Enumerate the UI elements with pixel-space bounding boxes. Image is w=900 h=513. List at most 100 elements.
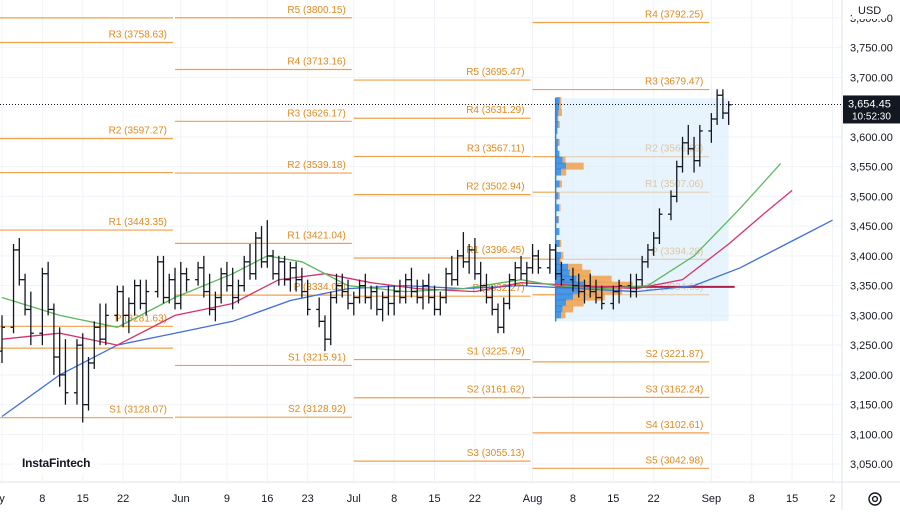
x-tick-label: 9	[224, 493, 230, 505]
volume-bar-buy	[555, 168, 562, 176]
volume-bar-buy	[555, 257, 560, 265]
pivot-label: P (3332.27)	[472, 283, 524, 294]
volume-bar-sell	[559, 228, 560, 236]
volume-bar-buy	[555, 299, 567, 307]
volume-bar-buy	[555, 204, 560, 212]
x-tick-label: 15	[428, 493, 440, 505]
volume-bar-buy	[555, 109, 559, 117]
volume-bar-buy	[555, 120, 559, 128]
volume-bar-sell	[561, 251, 564, 259]
pivot-label: S3 (3162.24)	[646, 384, 704, 395]
volume-bar-buy	[555, 156, 563, 164]
y-tick-label: 3,350.00	[850, 281, 893, 293]
x-tick-label: 15	[77, 493, 89, 505]
price-label: 3,654.45	[848, 98, 891, 110]
volume-bar-buy	[555, 305, 563, 313]
volume-bar-sell	[558, 120, 560, 128]
x-tick-label: Aug	[523, 493, 543, 505]
x-tick-label: 15	[786, 493, 798, 505]
pivot-label: R3 (3679.47)	[645, 77, 703, 88]
watermark-logo: InstaFintech	[14, 452, 99, 474]
volume-bar-sell	[559, 257, 562, 265]
pivot-label: S1 (3128.07)	[109, 405, 167, 416]
volume-bar-sell	[557, 126, 558, 134]
settings-gear-icon[interactable]	[866, 490, 884, 508]
x-tick-label: Jul	[347, 493, 361, 505]
volume-bar-buy	[555, 180, 560, 188]
currency-selector[interactable]: USD	[852, 3, 888, 19]
pivot-label: R1 (3443.35)	[109, 217, 167, 228]
x-tick-label: 16	[261, 493, 273, 505]
pivot-label: R3 (3758.63)	[109, 29, 167, 40]
volume-bar-sell	[558, 138, 560, 146]
pivot-label: R4 (3631.29)	[466, 105, 524, 116]
y-tick-label: 3,600.00	[850, 132, 893, 144]
volume-bar-sell	[561, 168, 567, 176]
volume-bar-buy	[555, 97, 560, 105]
pivot-label: S2 (3221.87)	[646, 349, 704, 360]
pivot-label: R5 (3800.15)	[287, 5, 345, 16]
pivot-label: R2 (3502.94)	[466, 182, 524, 193]
volume-bar-buy	[555, 192, 559, 200]
volume-bar-buy	[555, 144, 558, 152]
x-tick-label: 22	[117, 493, 129, 505]
pivot-label: P (3334.05)	[294, 282, 346, 293]
x-tick-label: 2	[829, 493, 835, 505]
volume-bar-buy	[555, 287, 581, 295]
price-label-box	[843, 95, 900, 124]
pivot-label: S2 (3161.62)	[467, 385, 525, 396]
volume-bar-buy	[555, 269, 570, 277]
pivot-label: R3 (3567.11)	[467, 143, 525, 154]
pivot-label: S1 (3215.91)	[288, 352, 346, 363]
volume-bar-sell	[576, 275, 612, 283]
pivot-label: R4 (3713.16)	[287, 57, 345, 68]
volume-bar-sell	[559, 150, 560, 158]
pivot-label: R5 (3695.47)	[466, 67, 524, 78]
y-tick-label: 3,700.00	[850, 72, 893, 84]
volume-bar-sell	[559, 239, 562, 247]
y-tick-label: 3,200.00	[850, 370, 893, 382]
volume-bar-sell	[566, 299, 584, 307]
x-tick-label: y	[0, 493, 5, 505]
volume-bar-buy	[555, 275, 577, 283]
volume-bar-sell	[557, 115, 559, 123]
pivot-label: R2 (3539.18)	[287, 160, 345, 171]
volume-bar-buy	[555, 293, 574, 301]
volume-bar-buy	[555, 239, 560, 247]
volume-bar-sell	[573, 293, 605, 301]
pivot-label: R1 (3396.45)	[466, 245, 524, 256]
x-tick-label: 8	[749, 493, 755, 505]
volume-bar-sell	[559, 180, 562, 188]
volume-bar-sell	[583, 281, 633, 289]
pivot-label: S5 (3042.98)	[646, 455, 704, 466]
x-tick-label: 22	[469, 493, 481, 505]
volume-bar-buy	[555, 228, 560, 236]
volume-bar-sell	[559, 103, 562, 111]
volume-bar-sell	[561, 311, 566, 319]
volume-bar-sell	[558, 216, 560, 224]
volume-bar-sell	[562, 305, 574, 313]
volume-bar-sell	[568, 263, 583, 271]
volume-bar-buy	[555, 162, 567, 170]
y-tick-label: 3,250.00	[850, 340, 893, 352]
pivot-label: R3 (3626.17)	[287, 108, 345, 119]
y-tick-label: 3,450.00	[850, 221, 893, 233]
volume-bar-buy	[555, 126, 558, 134]
y-tick-label: 3,300.00	[850, 310, 893, 322]
volume-bar-sell	[559, 97, 562, 105]
x-tick-label: 22	[648, 493, 660, 505]
pivot-label: S4 (3102.61)	[646, 420, 704, 431]
y-tick-label: 3,150.00	[850, 400, 893, 412]
x-tick-label: Sep	[702, 493, 722, 505]
y-tick-label: 3,050.00	[850, 459, 893, 471]
x-tick-label: 15	[607, 493, 619, 505]
volume-bar-sell	[559, 204, 561, 212]
pivot-label: S1 (3225.79)	[467, 347, 525, 358]
x-tick-label: 8	[391, 493, 397, 505]
volume-bar-buy	[555, 216, 559, 224]
ohlc-bars	[0, 89, 842, 423]
pivot-label: P (3281.63)	[115, 313, 167, 324]
pivot-label: S2 (3128.92)	[288, 404, 346, 415]
volume-bar-sell	[569, 269, 591, 277]
